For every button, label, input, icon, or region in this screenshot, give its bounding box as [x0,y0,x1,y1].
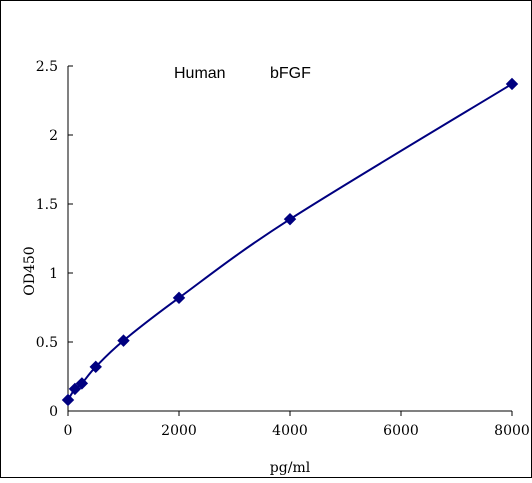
data-points [61,77,519,407]
data-point-diamond [89,360,102,374]
data-point-diamond [283,212,297,226]
y-tick-label: 2.5 [36,59,58,75]
x-tick-label: 4000 [272,423,308,439]
data-point-diamond [505,77,519,91]
data-point-diamond [117,334,130,347]
x-tick-label: 0 [64,423,73,439]
x-tick-label: 6000 [383,423,419,439]
y-tick-label: 1.5 [36,197,58,213]
data-point-diamond [172,291,186,305]
x-axis-title: pg/ml [270,460,311,476]
chart-title-right: bFGF [270,65,311,82]
y-tick-label: 2 [49,128,58,144]
y-axis-title: OD450 [22,246,38,295]
tick-labels: 0 2000 4000 6000 8000 0 0.5 1 1.5 2 2.5 [36,59,530,439]
data-point-diamond [68,382,82,396]
y-tick-label: 0 [49,404,58,420]
y-tick-label: 0.5 [36,335,58,351]
tick-marks [67,65,513,416]
chart-title-left: Human [174,65,226,82]
x-tick-label: 8000 [494,423,530,439]
data-point-diamond [61,393,75,407]
x-tick-label: 2000 [161,423,197,439]
y-tick-label: 1 [49,266,58,282]
data-point-diamond [75,377,89,390]
